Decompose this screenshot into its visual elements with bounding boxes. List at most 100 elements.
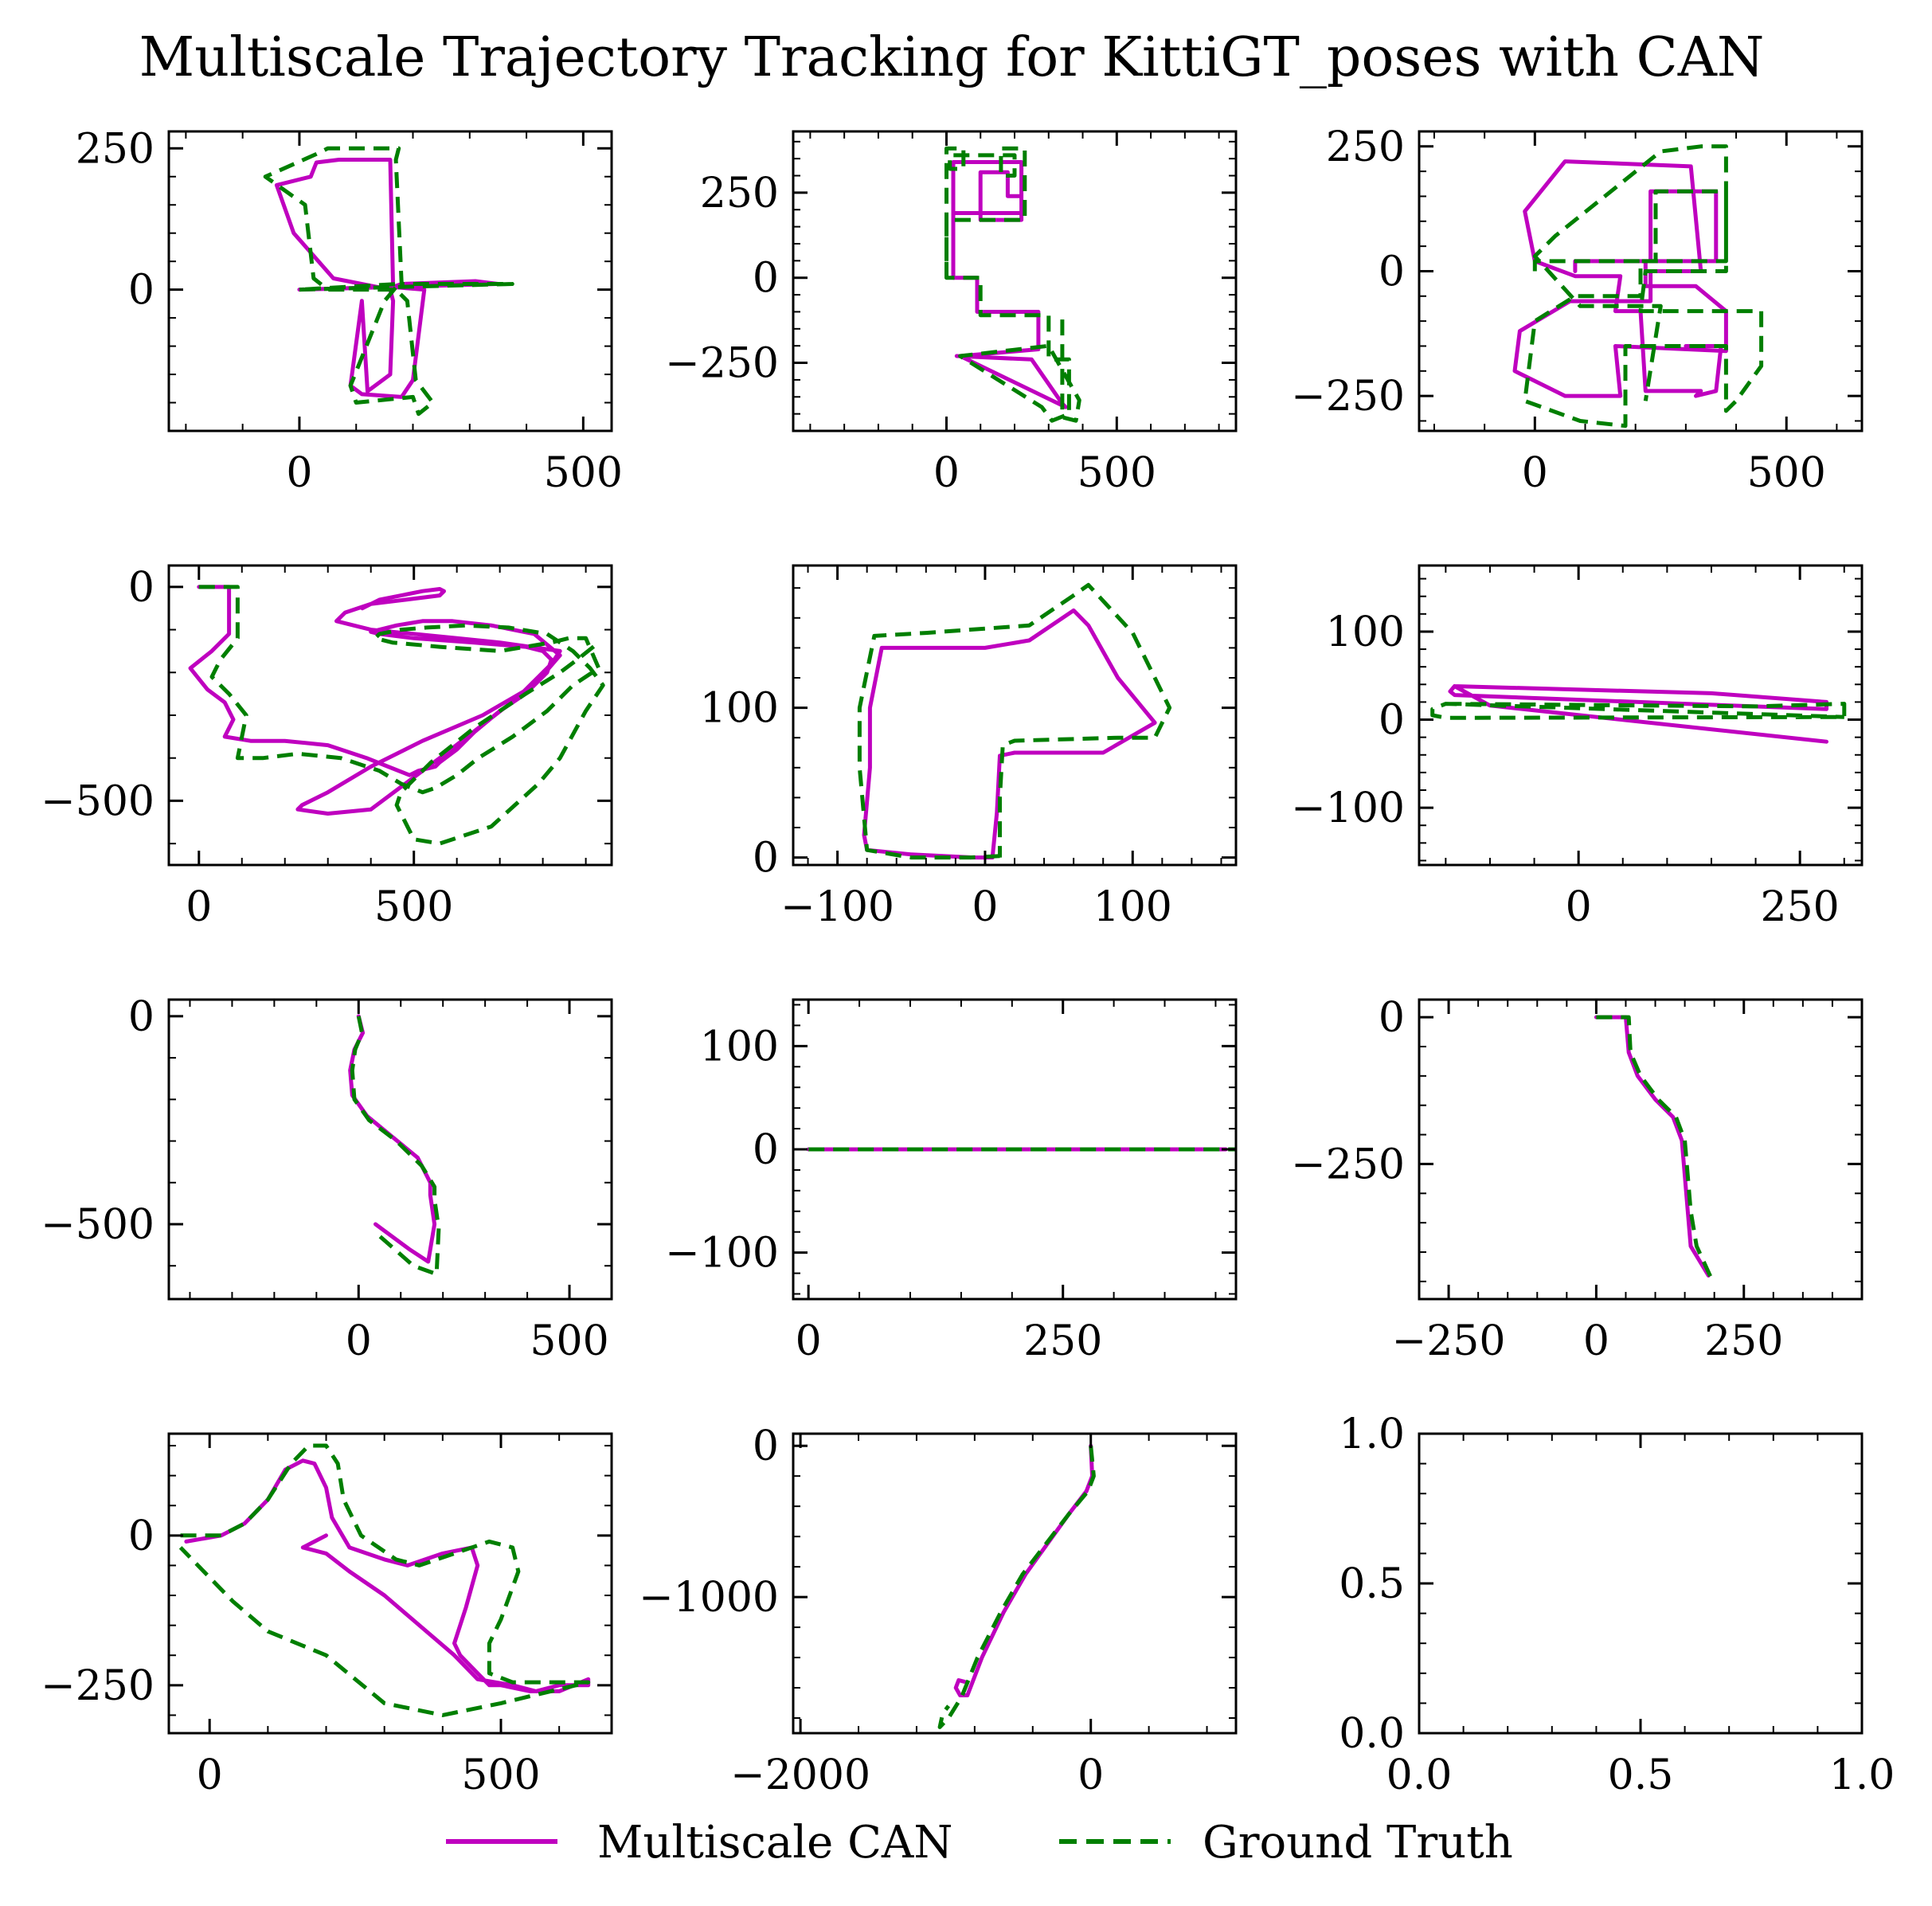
plot-area xyxy=(178,1443,591,1717)
figure-title: Multiscale Trajectory Tracking for Kitti… xyxy=(139,26,1765,89)
x-tick-label: 500 xyxy=(374,883,453,931)
y-tick-label: 100 xyxy=(700,1023,779,1070)
x-tick-label: 0 xyxy=(1566,883,1592,931)
ground-truth-line xyxy=(1596,1015,1714,1280)
multiscale-can-line xyxy=(1512,159,1728,398)
plot-area xyxy=(937,1443,1096,1729)
axes-frame xyxy=(167,564,613,867)
y-tick-label: −250 xyxy=(41,1662,154,1710)
ground-truth-line xyxy=(857,582,1172,860)
multiscale-can-line xyxy=(1594,1015,1711,1278)
legend-label-ground-truth: Ground Truth xyxy=(1203,1817,1513,1869)
subplot-6: 0 250 −100 0 100 xyxy=(1291,564,1864,931)
axes-frame xyxy=(792,564,1238,867)
plot-area xyxy=(188,585,605,846)
ground-truth-line xyxy=(944,146,1081,423)
y-tick-label: 100 xyxy=(1326,609,1405,656)
y-tick-label: −500 xyxy=(41,777,154,825)
x-tick-label: 500 xyxy=(1747,449,1826,497)
y-tick-label: −250 xyxy=(665,340,779,388)
x-tick-label: 500 xyxy=(461,1751,540,1799)
subplot-1: 0 500 0 250 xyxy=(76,125,623,497)
axes-frame xyxy=(1418,998,1864,1301)
x-tick-label: 0.0 xyxy=(1386,1751,1453,1799)
y-tick-label: 250 xyxy=(700,170,779,217)
multiscale-can-line xyxy=(862,608,1157,860)
subplot-12: 0.0 0.5 1.0 0.0 0.5 1.0 xyxy=(1339,1411,1895,1799)
multiscale-can-line xyxy=(184,1458,591,1693)
x-tick-label: 500 xyxy=(530,1317,608,1365)
plot-area xyxy=(944,146,1081,423)
y-tick-label: 0 xyxy=(753,1126,779,1174)
x-tick-label: 100 xyxy=(1093,883,1172,931)
axes-frame xyxy=(1418,1432,1864,1735)
x-tick-label: 0 xyxy=(796,1317,822,1365)
x-tick-label: −100 xyxy=(780,883,894,931)
subplot-7: 0 500 −500 0 xyxy=(41,993,613,1365)
x-tick-label: 0 xyxy=(186,883,212,931)
y-tick-label: 0 xyxy=(753,255,779,303)
x-tick-label: 0 xyxy=(286,449,312,497)
y-tick-label: −500 xyxy=(41,1201,154,1249)
ground-truth-line xyxy=(178,1443,591,1717)
ground-truth-line xyxy=(1523,144,1764,429)
y-tick-label: −100 xyxy=(1291,785,1405,832)
subplot-11: −2000 0 −1000 0 xyxy=(639,1423,1238,1799)
multiscale-can-line xyxy=(188,585,562,816)
ground-truth-line xyxy=(1430,702,1847,720)
y-tick-label: 0 xyxy=(128,1513,154,1560)
x-tick-label: 0 xyxy=(1583,1317,1609,1365)
ground-truth-line xyxy=(263,146,514,417)
y-tick-label: 100 xyxy=(700,685,779,733)
subplot-9: −250 0 250 −250 0 xyxy=(1291,994,1864,1365)
x-tick-label: 0 xyxy=(1077,1751,1104,1799)
x-tick-label: 0 xyxy=(1522,449,1548,497)
y-tick-label: 0 xyxy=(128,564,154,612)
y-tick-label: 0.0 xyxy=(1339,1710,1405,1758)
plot-area xyxy=(1512,144,1764,429)
x-tick-label: −250 xyxy=(1392,1317,1506,1365)
axes-frame xyxy=(167,130,613,432)
y-tick-label: 1.0 xyxy=(1339,1411,1405,1458)
axes-frame xyxy=(1418,130,1864,432)
axes-frame xyxy=(167,998,613,1301)
multiscale-can-line xyxy=(348,1014,437,1264)
y-tick-label: 0 xyxy=(753,835,779,883)
x-tick-label: 0.5 xyxy=(1608,1751,1674,1799)
subplot-grid: 0 500 0 250 0 500 −250 0 250 0 500 −250 0 250 0 500 −500… xyxy=(41,123,1895,1799)
plot-area xyxy=(348,1014,441,1277)
plot-area xyxy=(857,582,1172,860)
x-tick-label: 1.0 xyxy=(1829,1751,1895,1799)
subplot-4: 0 500 −500 0 xyxy=(41,564,613,931)
y-tick-label: 0.5 xyxy=(1339,1560,1405,1608)
y-tick-label: 0 xyxy=(753,1423,779,1470)
x-tick-label: 0 xyxy=(933,449,960,497)
x-tick-label: 250 xyxy=(1704,1317,1783,1365)
x-tick-label: 500 xyxy=(544,449,623,497)
axes-frame xyxy=(167,1432,613,1735)
legend-label-multiscale-can: Multiscale CAN xyxy=(597,1817,952,1869)
axes-frame xyxy=(1418,564,1864,867)
x-tick-label: 0 xyxy=(972,883,998,931)
plot-area xyxy=(1594,1015,1714,1280)
subplot-3: 0 500 −250 0 250 xyxy=(1291,123,1864,497)
legend: Multiscale CAN Ground Truth xyxy=(446,1817,1513,1869)
axes-frame xyxy=(792,1432,1238,1735)
plot-area xyxy=(1430,684,1847,744)
ground-truth-line xyxy=(937,1445,1096,1729)
y-tick-label: 0 xyxy=(1379,248,1405,295)
ground-truth-line xyxy=(198,585,605,846)
y-tick-label: 0 xyxy=(128,993,154,1041)
x-tick-label: 0 xyxy=(346,1317,372,1365)
x-tick-label: 250 xyxy=(1023,1317,1102,1365)
multiscale-can-line xyxy=(274,158,500,399)
ground-truth-line xyxy=(350,1016,441,1277)
plot-area xyxy=(263,146,514,417)
x-tick-label: −2000 xyxy=(730,1751,870,1799)
y-tick-label: 0 xyxy=(128,267,154,315)
y-tick-label: 250 xyxy=(1326,123,1405,171)
y-tick-label: 250 xyxy=(76,125,154,173)
multiscale-can-line xyxy=(1448,684,1828,744)
y-tick-label: 0 xyxy=(1379,994,1405,1042)
